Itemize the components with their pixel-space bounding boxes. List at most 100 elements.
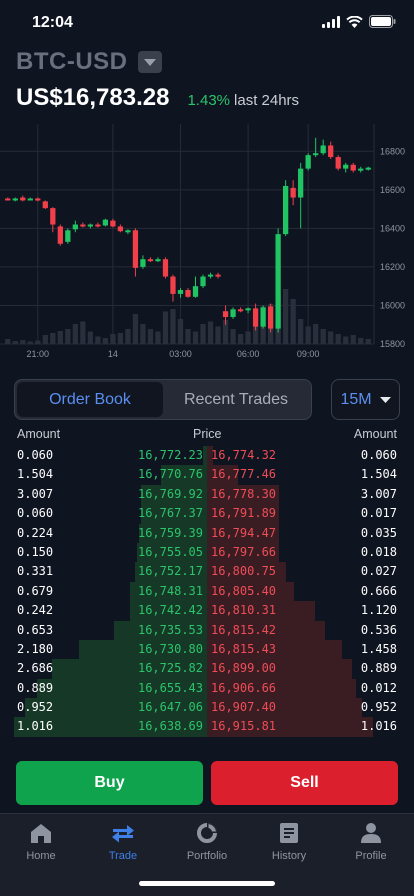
bid-price: 16,735.53 (137, 622, 203, 637)
bid-depth-bar (130, 581, 207, 602)
bid-depth-bar (141, 484, 207, 505)
pair-dropdown-button[interactable] (137, 51, 162, 73)
profile-person-icon (361, 823, 381, 843)
trade-arrows-icon (112, 825, 134, 843)
change-period: last 24hrs (234, 92, 300, 109)
order-book-row[interactable]: 3.007 16,769.92 16,778.30 3.007 (0, 484, 414, 505)
order-book-row[interactable]: 0.150 16,755.05 16,797.66 0.018 (0, 542, 414, 563)
ask-amount: 0.666 (360, 583, 397, 598)
bid-price: 16,638.69 (137, 719, 203, 734)
ask-depth-bar (207, 523, 279, 543)
ask-price: 16,805.40 (211, 583, 277, 598)
ask-price: 16,815.42 (211, 622, 277, 637)
bid-price: 16,759.39 (137, 525, 203, 540)
wifi-icon (346, 15, 363, 28)
volume-bar (132, 314, 139, 344)
candle-body (207, 274, 214, 277)
bid-amount: 0.889 (17, 680, 54, 695)
bid-depth-bar (14, 717, 207, 737)
candle-body (230, 309, 236, 318)
candle-body (305, 155, 311, 169)
bid-amount: 0.653 (17, 622, 54, 637)
candle-body (283, 185, 289, 235)
order-book-row[interactable]: 0.224 16,759.39 16,794.47 0.035 (0, 523, 414, 543)
candle-body (290, 187, 296, 198)
y-tick-label: 15800 (380, 339, 405, 349)
volume-bar (365, 339, 371, 344)
battery-icon (369, 15, 396, 28)
candle-body (350, 164, 356, 171)
bid-depth-bar (141, 504, 207, 524)
order-book-row[interactable]: 0.952 16,647.06 16,907.40 0.952 (0, 698, 414, 718)
order-book-row[interactable]: 0.060 16,767.37 16,791.89 0.017 (0, 504, 414, 524)
order-book-row[interactable]: 0.242 16,742.42 16,810.31 1.120 (0, 601, 414, 621)
header-amount-left: Amount (17, 427, 61, 441)
candle-body (192, 286, 199, 297)
ask-depth-bar (207, 639, 342, 660)
order-book-row[interactable]: 2.180 16,730.80 16,815.43 1.458 (0, 639, 414, 660)
volume-bar (102, 338, 109, 344)
bid-amount: 2.180 (17, 641, 54, 656)
bid-price: 16,769.92 (137, 486, 203, 501)
header-price: Price (193, 427, 222, 441)
candle-body (260, 307, 266, 327)
candle-body (5, 198, 11, 201)
status-bar: 12:04 (0, 0, 414, 46)
ask-price: 16,800.75 (211, 564, 277, 579)
nav-label-portfolio: Portfolio (186, 850, 228, 862)
candle-body (298, 168, 304, 198)
tab-order-book[interactable]: Order Book (17, 382, 163, 417)
nav-trade[interactable]: Trade (82, 822, 164, 862)
bid-price: 16,772.23 (137, 448, 203, 462)
candlestick-chart[interactable]: 15800 16000 16200 16400 16600 16800 21:00 14 03:… (0, 124, 414, 364)
order-book: 0.060 16,772.23 16,774.32 0.060 1.504 16,770.… (0, 446, 414, 737)
volume-bar (207, 321, 214, 344)
order-book-row[interactable]: 0.889 16,655.43 16,906.66 0.012 (0, 678, 414, 699)
ask-depth-bar (207, 446, 213, 466)
order-book-row[interactable]: 1.016 16,638.69 16,915.81 1.016 (0, 717, 414, 737)
ask-depth-bar (207, 581, 294, 602)
ask-price: 16,810.31 (211, 603, 277, 618)
ask-amount: 1.120 (360, 603, 397, 618)
volume-bar (283, 289, 289, 344)
bid-depth-bar (25, 698, 207, 718)
ask-price: 16,794.47 (211, 525, 277, 540)
ask-depth-bar (207, 659, 352, 679)
bid-depth-bar (37, 678, 207, 699)
bid-depth-bar (137, 542, 207, 563)
order-book-row[interactable]: 0.060 16,772.23 16,774.32 0.060 (0, 446, 414, 466)
order-book-row[interactable]: 0.679 16,748.31 16,805.40 0.666 (0, 581, 414, 602)
pair-title: BTC-USD (16, 48, 128, 75)
nav-label-home: Home (26, 850, 56, 862)
bid-price: 16,767.37 (137, 506, 203, 521)
ask-amount: 0.018 (360, 544, 397, 559)
nav-profile[interactable]: Profile (330, 822, 412, 862)
tab-recent-trades[interactable]: Recent Trades (183, 390, 289, 408)
candle-body (252, 308, 259, 327)
nav-portfolio[interactable]: Portfolio (166, 822, 248, 862)
bid-price: 16,725.82 (137, 661, 203, 676)
volume-bar (110, 334, 116, 344)
volume-bar (335, 334, 341, 344)
interval-value: 15M (340, 390, 372, 408)
ask-amount: 0.536 (360, 622, 397, 637)
nav-home[interactable]: Home (0, 822, 82, 862)
pair-selector[interactable]: BTC-USD (16, 48, 162, 76)
volume-bar (343, 336, 349, 344)
candle-body (102, 219, 109, 226)
order-book-row[interactable]: 2.686 16,725.82 16,899.00 0.889 (0, 659, 414, 679)
buy-button[interactable]: Buy (16, 761, 203, 805)
nav-history[interactable]: History (248, 822, 330, 862)
bid-price: 16,742.42 (137, 603, 203, 618)
order-book-row[interactable]: 1.504 16,770.76 16,777.46 1.504 (0, 465, 414, 485)
ask-price: 16,778.30 (211, 486, 277, 501)
interval-select[interactable]: 15M (331, 379, 400, 420)
order-book-row[interactable]: 0.331 16,752.17 16,800.75 0.027 (0, 562, 414, 582)
order-book-row[interactable]: 0.653 16,735.53 16,815.42 0.536 (0, 620, 414, 640)
volume-bar (72, 324, 78, 344)
ask-amount: 0.012 (360, 680, 397, 695)
candle-body (20, 197, 26, 201)
sell-button[interactable]: Sell (211, 761, 398, 805)
book-controls: Order Book Recent Trades 15M (14, 379, 400, 420)
ask-depth-bar (207, 504, 279, 524)
